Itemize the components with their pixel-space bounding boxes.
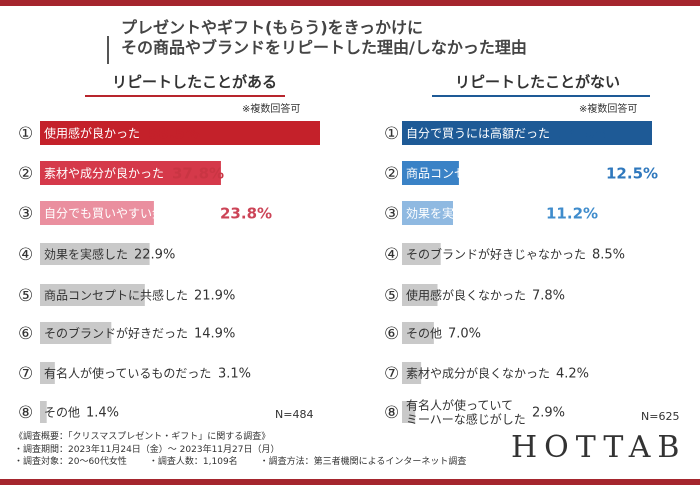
left-bar-7-label: 有名人が使っているものだった (44, 366, 211, 381)
right-panel-note: ※複数回答可 (579, 104, 638, 115)
left-bar-7-value: 3.1% (218, 367, 251, 382)
left-bar-6 (40, 322, 112, 344)
right-sample-size: N=625 (641, 410, 680, 423)
left-panel-underline (85, 95, 285, 97)
brand-logo: HOTTAB (511, 430, 687, 465)
left-row-1-marker: ① (18, 124, 33, 144)
right-bar-4-label: そのブランドが好きじゃなかった (406, 247, 586, 262)
survey-details: ・調査対象：20〜60代女性 ・調査人数：1,109名 ・調査方法：第三者機関による… (14, 456, 488, 469)
survey-period: ・調査期間：2023年11月24日（金）〜 2023年11月27日（月） (14, 444, 280, 455)
right-bar-5-value: 7.8% (532, 289, 565, 304)
left-bar-1 (40, 121, 320, 145)
left-sample-size: N=484 (275, 408, 314, 421)
page-title: プレゼントやギフト(もらう)をきっかけに その商品やブランドをリピートした理由/… (121, 18, 527, 58)
right-bar-7-label: 素材や成分が良くなかった (406, 366, 550, 381)
left-bar-8 (40, 401, 47, 423)
right-bar-2-label: 商品コンセプトに共感できなかった (406, 166, 598, 181)
right-row-5-marker: ⑤ (384, 286, 399, 306)
left-row-4-marker: ④ (18, 245, 33, 265)
right-bar-7-value: 4.2% (556, 367, 589, 382)
right-bar-8 (402, 401, 416, 423)
right-bar-4 (402, 243, 441, 265)
right-bar-8-label-line-1: 有名人が使っていて (406, 398, 513, 413)
right-bar-3-label: 効果を実感できなかった (406, 206, 538, 221)
right-row-4-marker: ④ (384, 245, 399, 265)
right-bar-6 (402, 322, 434, 344)
survey-target: ・調査対象：20〜60代女性 (14, 457, 127, 467)
left-bar-6-label: そのブランドが好きだった (44, 326, 188, 341)
right-bar-5 (402, 284, 438, 306)
left-row-2-marker: ② (18, 164, 33, 184)
right-bar-6-label: その他 (406, 327, 442, 341)
survey-method: ・調査方法：第三者機関によるインターネット調査 (259, 457, 467, 467)
left-bar-3-value: 23.8% (220, 204, 272, 222)
right-panel-title: リピートしたことがない (455, 73, 621, 91)
right-bar-3 (402, 201, 454, 225)
right-bar-6-value: 7.0% (448, 327, 481, 342)
page-title-line-1: プレゼントやギフト(もらう)をきっかけに (121, 18, 423, 37)
right-row-3-marker: ③ (384, 204, 399, 224)
left-bar-4 (40, 243, 150, 265)
right-bar-2-value: 12.5% (606, 164, 658, 182)
left-row-3-marker: ③ (18, 204, 33, 224)
left-bar-7 (40, 362, 55, 384)
page-title-line-2: その商品やブランドをリピートした理由/しなかった理由 (121, 38, 527, 57)
left-bar-3-label: 自分でも買いやすい金額だった (44, 206, 212, 221)
right-bar-5-label: 使用感が良くなかった (406, 288, 526, 303)
right-bar-1 (402, 121, 652, 145)
title-accent-bar (107, 36, 109, 64)
right-row-7-marker: ⑦ (384, 364, 399, 384)
right-bar-4-value: 8.5% (592, 248, 625, 263)
left-bar-5-value: 21.9% (194, 289, 235, 304)
left-bar-5 (40, 284, 145, 306)
right-bar-3-value: 11.2% (546, 204, 598, 222)
left-panel-note: ※複数回答可 (242, 104, 301, 115)
right-row-2-marker: ② (384, 164, 399, 184)
right-bar-8-value: 2.9% (532, 406, 565, 421)
right-bar-7 (402, 362, 422, 384)
left-row-6-marker: ⑥ (18, 324, 33, 344)
left-panel-title: リピートしたことがある (112, 73, 278, 91)
left-row-5-marker: ⑤ (18, 286, 33, 306)
right-bar-2 (402, 161, 459, 185)
right-bar-1-label: 自分で買うには高額だった (406, 126, 550, 141)
left-bar-4-label: 効果を実感した (44, 247, 128, 262)
left-bar-5-label: 商品コンセプトに共感した (44, 288, 188, 303)
left-bar-3 (40, 201, 154, 225)
right-bar-1-value: 54.9% (558, 124, 610, 142)
survey-count: ・調査人数：1,109名 (148, 457, 238, 467)
left-bar-2 (40, 161, 221, 185)
left-row-7-marker: ⑦ (18, 364, 33, 384)
right-row-1-marker: ① (384, 124, 399, 144)
right-row-6-marker: ⑥ (384, 324, 399, 344)
survey-footer: 《調査概要：「クリスマスプレゼント・ギフト」に関する調査》 ・調査期間：2023… (14, 431, 488, 469)
left-row-8-marker: ⑧ (18, 403, 33, 423)
left-bar-1-label: 使用感が良かった (44, 126, 140, 141)
left-bar-1-value: 58.5% (148, 124, 200, 142)
left-bar-4-value: 22.9% (134, 248, 175, 263)
survey-footer-title: 《調査概要：「クリスマスプレゼント・ギフト」に関する調査》 (14, 432, 271, 442)
left-bar-8-label: その他 (44, 406, 80, 420)
left-bar-2-value: 37.8% (172, 164, 224, 182)
left-bar-2-label: 素材や成分が良かった (44, 166, 164, 181)
right-bar-8-label-line-2: ミーハーな感じがした (406, 412, 526, 427)
right-panel-underline (432, 95, 650, 97)
right-row-8-marker: ⑧ (384, 403, 399, 423)
left-bar-8-value: 1.4% (86, 406, 119, 421)
left-bar-6-value: 14.9% (194, 327, 235, 342)
